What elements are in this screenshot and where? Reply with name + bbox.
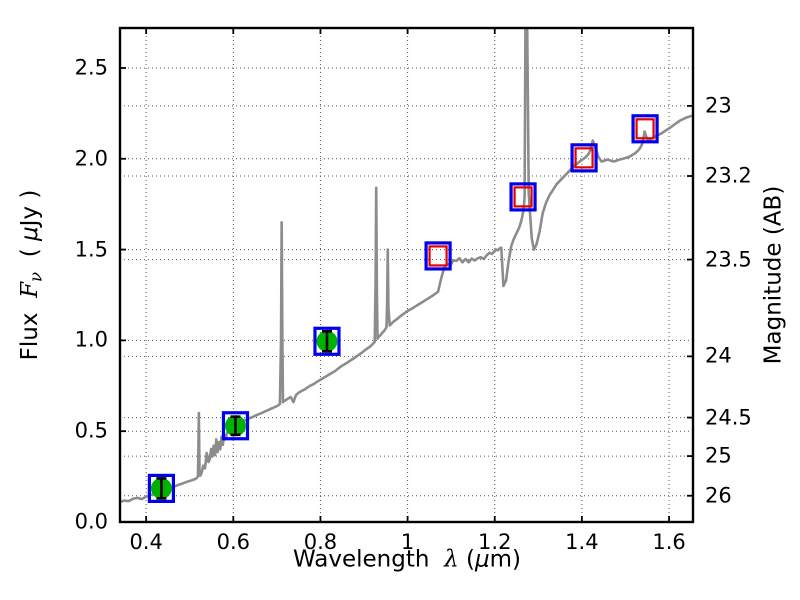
band-box-marker-4[interactable]: [509, 182, 537, 212]
tick-marks: [120, 28, 693, 523]
xtick-label-2: 0.8: [303, 530, 338, 554]
band-box-marker-5[interactable]: [570, 143, 598, 173]
ytick-label-right-1: 23.2: [705, 163, 752, 188]
model-photometry-marker-K[interactable]: [635, 118, 655, 140]
plot-background: [120, 28, 693, 522]
spectrum-curve: [120, 28, 693, 504]
ytick-label-right-2: 23.5: [705, 247, 752, 272]
ytick-label-left-4: 2.0: [74, 146, 108, 171]
observed-photometry-group: [150, 330, 338, 500]
model-photometry-group: [428, 118, 655, 267]
band-box-marker-0[interactable]: [147, 473, 175, 504]
band-box-marker-2[interactable]: [313, 326, 341, 356]
model-photometry-marker-Y[interactable]: [428, 245, 448, 267]
xtick-label-6: 1.6: [652, 530, 686, 554]
xtick-label-1: 0.6: [216, 530, 250, 554]
ytick-label-left-1: 0.5: [74, 418, 108, 443]
axes-frame: [118, 26, 695, 524]
y-axis-label-left: Flux Fν ( μJy ): [16, 189, 46, 361]
ytick-label-right-4: 24.5: [705, 405, 752, 430]
xtick-label-5: 1.4: [565, 530, 599, 554]
ytick-label-right-6: 26: [705, 483, 732, 508]
xtick-label-4: 1.2: [478, 530, 512, 554]
model-photometry-marker-H[interactable]: [574, 147, 594, 169]
band-box-marker-1[interactable]: [221, 411, 250, 441]
band-box-marker-3[interactable]: [424, 241, 452, 271]
band-box-marker-6[interactable]: [631, 114, 659, 144]
ytick-label-left-2: 1.0: [74, 327, 108, 352]
y-axis-label-right: Magnitude (AB): [760, 185, 787, 365]
xtick-label-3: 1: [400, 530, 415, 554]
spectrum-curve-group: [120, 28, 693, 504]
band-box-group: [147, 114, 659, 504]
ytick-label-left-5: 2.5: [74, 55, 108, 80]
ytick-label-right-5: 25: [705, 443, 732, 468]
ytick-label-left-0: 0.0: [74, 509, 108, 534]
x-axis-label: Wavelength λ (μm): [293, 546, 521, 573]
model-photometry-marker-J[interactable]: [513, 186, 533, 208]
ytick-label-right-0: 23: [705, 93, 732, 118]
ytick-label-right-3: 24: [705, 343, 732, 368]
xtick-label-0: 0.4: [129, 530, 163, 554]
ytick-label-left-3: 1.5: [74, 237, 108, 262]
